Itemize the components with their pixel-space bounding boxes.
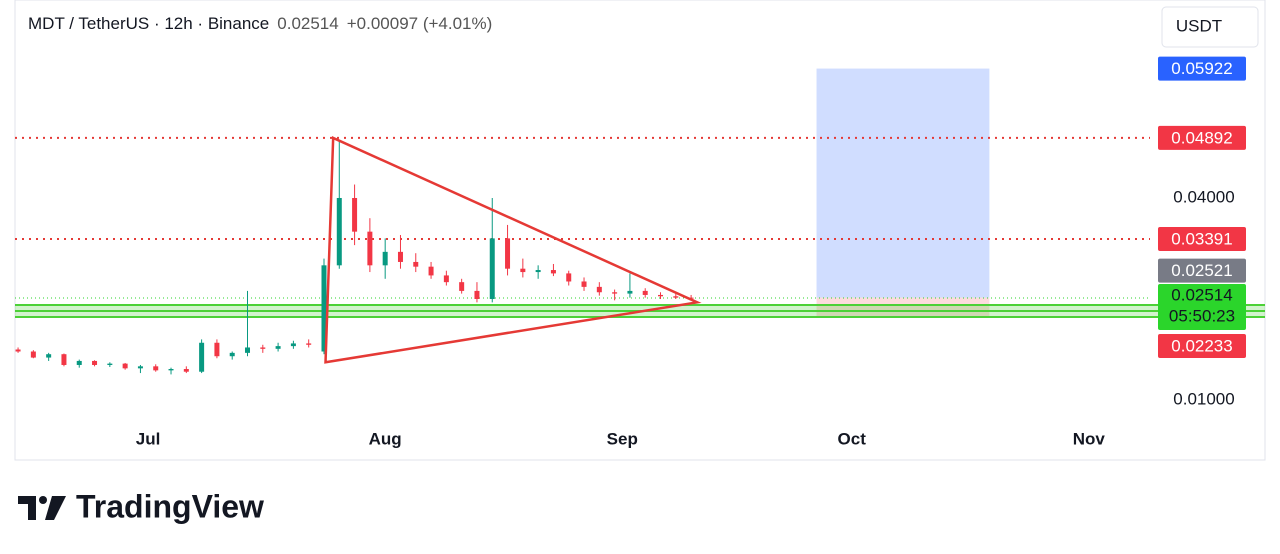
price-badge [1158,333,1246,358]
candle-body [61,354,67,365]
candle-body [137,366,143,369]
last-price-badge [1158,284,1246,331]
countdown: 05:50:23 [1169,307,1235,326]
price-badge [1158,258,1246,283]
change: +0.00097 (+4.01%) [347,14,493,33]
candle-body [336,197,342,266]
candle-body [46,354,52,358]
candle-body [260,347,266,349]
x-tick-label: Jul [136,429,161,448]
brand: TradingView [76,488,264,524]
candle-body [76,360,82,365]
candle-body [290,343,296,347]
candle-body [306,343,312,345]
currency[interactable]: USDT [1176,16,1222,35]
price-badge-label: 0.05922 [1171,59,1232,78]
logo-mark [39,496,47,504]
candle-body [673,296,679,298]
candle-body [382,251,388,266]
candle-body [566,273,572,282]
candle-body [92,360,98,365]
candle-body [474,290,480,299]
symbol: MDT / TetherUS · 12h · Binance [28,14,269,33]
candle-body [275,346,281,349]
candle-body [168,369,174,371]
price-badge [1158,226,1246,251]
candle-body [107,363,113,365]
stop-zone [816,297,990,317]
candle-body [581,281,587,287]
candle-body [428,266,434,276]
candle-body [214,342,220,357]
candle-body [505,238,511,269]
logo-mark [18,496,36,520]
last-price: 0.02514 [277,14,338,33]
x-tick-label: Aug [369,429,402,448]
candle-body [459,282,465,291]
y-tick-label: 0.04000 [1173,187,1234,206]
price-badge [1158,125,1246,150]
candle-body [30,351,36,358]
x-tick-label: Sep [607,429,638,448]
chart-header: MDT / TetherUS · 12h · Binance 0.02514 +0.… [28,14,492,33]
candle-body [688,297,694,299]
candle-body [122,363,128,369]
price-badge-label: 0.02233 [1171,336,1232,355]
candle-body [245,347,251,353]
x-tick-label: Oct [838,429,867,448]
candle-body [612,292,618,294]
candle-body [397,251,403,262]
candle-body [352,197,358,232]
candle-body [642,290,648,295]
candle-body [627,290,633,294]
candle-body [443,275,449,283]
candle-body [229,352,235,357]
candle-body [658,294,664,297]
currency-button[interactable] [1161,6,1259,48]
x-tick-label: Nov [1073,429,1106,448]
y-tick-label: 0.01000 [1173,389,1234,408]
logo: TradingView [18,488,264,524]
price-badge-label: 0.02521 [1171,261,1232,280]
target-zone [816,68,990,298]
price-badge-label: 0.04892 [1171,128,1232,147]
candle-body [520,268,526,273]
candle-body [489,238,495,299]
price-badge [1158,56,1246,81]
candle-body [153,366,159,371]
candle-body [535,270,541,273]
candle-body [413,261,419,267]
candle-body [367,231,373,266]
logo-mark [45,496,66,520]
candle-body [183,369,189,372]
candle-body [199,342,205,372]
candle-body [321,265,327,352]
price-badge-label: 0.03391 [1171,229,1232,248]
candle-body [15,349,21,352]
last-price-label: 0.02514 [1171,286,1232,305]
candle-body [550,270,556,274]
triangle [324,136,702,364]
candle-body [596,286,602,293]
chart-frame [14,0,1266,461]
